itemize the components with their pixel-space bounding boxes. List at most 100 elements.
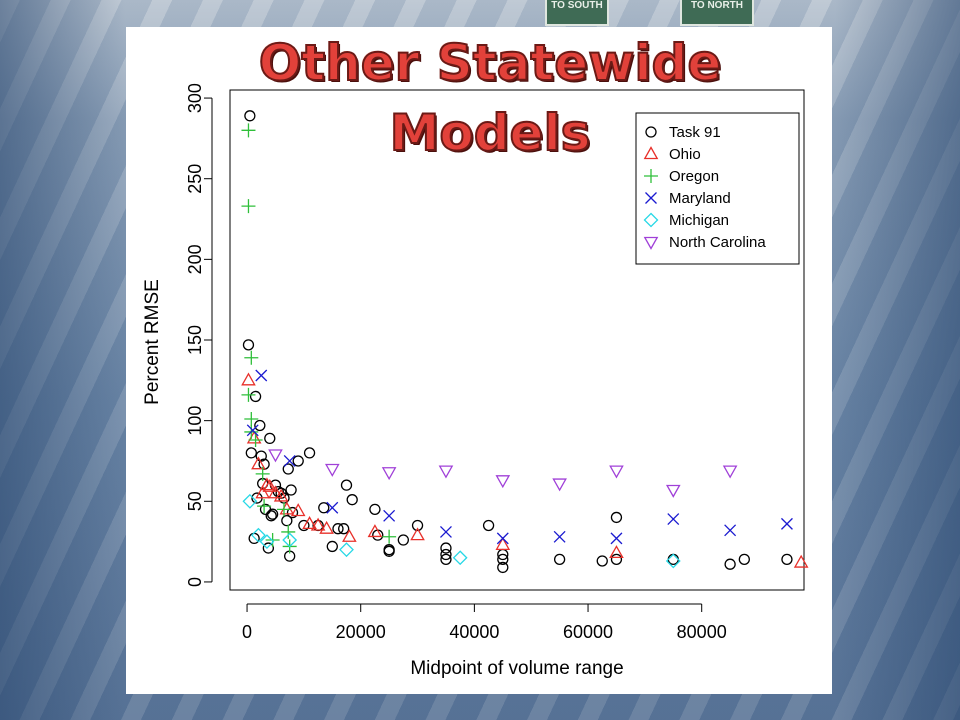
- x-tick-label: 20000: [336, 622, 386, 642]
- data-point-ohio: [319, 520, 334, 534]
- data-point-michigan: [665, 553, 681, 569]
- data-point-maryland: [440, 525, 452, 538]
- data-point-task-91: [249, 390, 262, 403]
- y-tick-label: 100: [185, 406, 205, 436]
- data-point-task-91: [248, 532, 260, 545]
- data-point-task-91: [781, 553, 793, 566]
- series-maryland: [246, 369, 793, 545]
- y-tick-label: 150: [185, 325, 205, 355]
- x-tick-label: 40000: [449, 622, 499, 642]
- data-point-task-91: [281, 514, 293, 527]
- data-point-task-91: [383, 544, 395, 556]
- data-point-oregon: [241, 199, 256, 214]
- legend-symbol: [644, 169, 658, 183]
- slide-title: Other Statewide Models: [258, 33, 722, 163]
- legend-label: Maryland: [669, 190, 731, 207]
- data-point-oregon: [244, 350, 259, 365]
- data-point-oregon: [244, 412, 259, 427]
- data-point-ohio: [609, 545, 624, 559]
- data-point-maryland: [496, 532, 509, 545]
- y-axis: 0 50 100 150 200 250 300: [185, 83, 213, 587]
- legend-symbol: [645, 126, 657, 138]
- data-point-michigan: [242, 493, 258, 509]
- data-point-north-carolina: [268, 449, 283, 463]
- data-point-task-91: [440, 548, 452, 561]
- data-point-north-carolina: [722, 465, 738, 479]
- data-point-task-91: [254, 419, 266, 432]
- data-point-task-91: [266, 508, 279, 520]
- series-north-carolina: [268, 449, 738, 498]
- x-tick-label: 60000: [563, 622, 613, 642]
- data-point-maryland: [553, 530, 566, 543]
- data-point-task-91: [497, 561, 509, 574]
- legend-symbol: [643, 236, 659, 250]
- data-point-maryland: [667, 513, 680, 525]
- data-point-maryland: [780, 517, 793, 530]
- legend-symbol: [645, 192, 657, 204]
- data-point-oregon: [248, 433, 263, 447]
- data-point-task-91: [262, 542, 275, 554]
- data-point-task-91: [245, 447, 257, 459]
- data-point-maryland: [383, 509, 396, 522]
- y-tick-label: 250: [185, 164, 205, 194]
- data-point-oregon: [276, 502, 291, 517]
- data-point-task-91: [596, 555, 608, 567]
- data-point-task-91: [318, 502, 330, 514]
- data-point-oregon: [281, 524, 296, 539]
- highway-sign-north: TO NORTH: [680, 0, 754, 26]
- x-axis: 0 20000 40000 60000 80000: [242, 603, 727, 642]
- data-point-task-91: [610, 553, 623, 566]
- data-point-task-91: [411, 519, 424, 532]
- legend-label: Oregon: [669, 168, 719, 185]
- data-point-ohio: [302, 516, 317, 530]
- y-tick-label: 300: [185, 83, 205, 113]
- data-point-maryland: [283, 455, 296, 467]
- data-point-task-91: [303, 447, 316, 459]
- data-point-task-91: [440, 542, 452, 554]
- data-point-oregon: [241, 123, 256, 138]
- data-point-michigan: [250, 527, 266, 543]
- data-point-ohio: [290, 503, 306, 517]
- data-point-task-91: [738, 553, 750, 566]
- data-point-michigan: [282, 532, 298, 548]
- data-point-oregon: [255, 466, 270, 481]
- sign-south-text: TO SOUTH: [551, 0, 603, 11]
- legend-symbol: [643, 212, 659, 228]
- data-point-north-carolina: [381, 467, 397, 481]
- data-point-oregon: [382, 529, 397, 544]
- x-axis-title: Midpoint of volume range: [410, 658, 623, 679]
- data-point-ohio: [251, 456, 266, 470]
- data-point-task-91: [440, 553, 452, 566]
- data-point-task-91: [298, 519, 310, 532]
- y-tick-label: 50: [185, 491, 205, 511]
- data-point-michigan: [452, 550, 468, 566]
- data-point-task-91: [340, 479, 353, 491]
- data-point-michigan: [259, 534, 275, 550]
- plot-box: [229, 89, 805, 591]
- y-tick-label: 0: [185, 577, 205, 587]
- data-point-north-carolina: [552, 478, 567, 492]
- data-point-task-91: [369, 503, 381, 516]
- x-tick-label: 80000: [677, 622, 727, 642]
- legend-label: Ohio: [669, 146, 701, 163]
- data-point-oregon: [257, 499, 272, 514]
- data-point-task-91: [286, 506, 299, 519]
- legend-box: [635, 112, 800, 265]
- y-tick-label: 200: [185, 244, 205, 274]
- legend-label: Task 91: [669, 124, 721, 141]
- legend: Task 91 Ohio Oregon Maryland Michigan North C…: [635, 112, 800, 265]
- data-point-task-91: [292, 455, 304, 467]
- data-point-task-91: [282, 463, 294, 475]
- data-points: [241, 110, 809, 574]
- data-point-ohio: [495, 537, 511, 550]
- data-point-task-91: [553, 553, 566, 566]
- data-point-oregon: [241, 387, 256, 402]
- data-point-maryland: [246, 424, 259, 437]
- data-point-task-91: [610, 511, 623, 524]
- data-point-ohio: [268, 485, 283, 499]
- legend-label: Michigan: [669, 212, 729, 229]
- data-point-north-carolina: [438, 465, 454, 479]
- data-point-maryland: [326, 501, 339, 514]
- data-point-task-91: [724, 558, 736, 570]
